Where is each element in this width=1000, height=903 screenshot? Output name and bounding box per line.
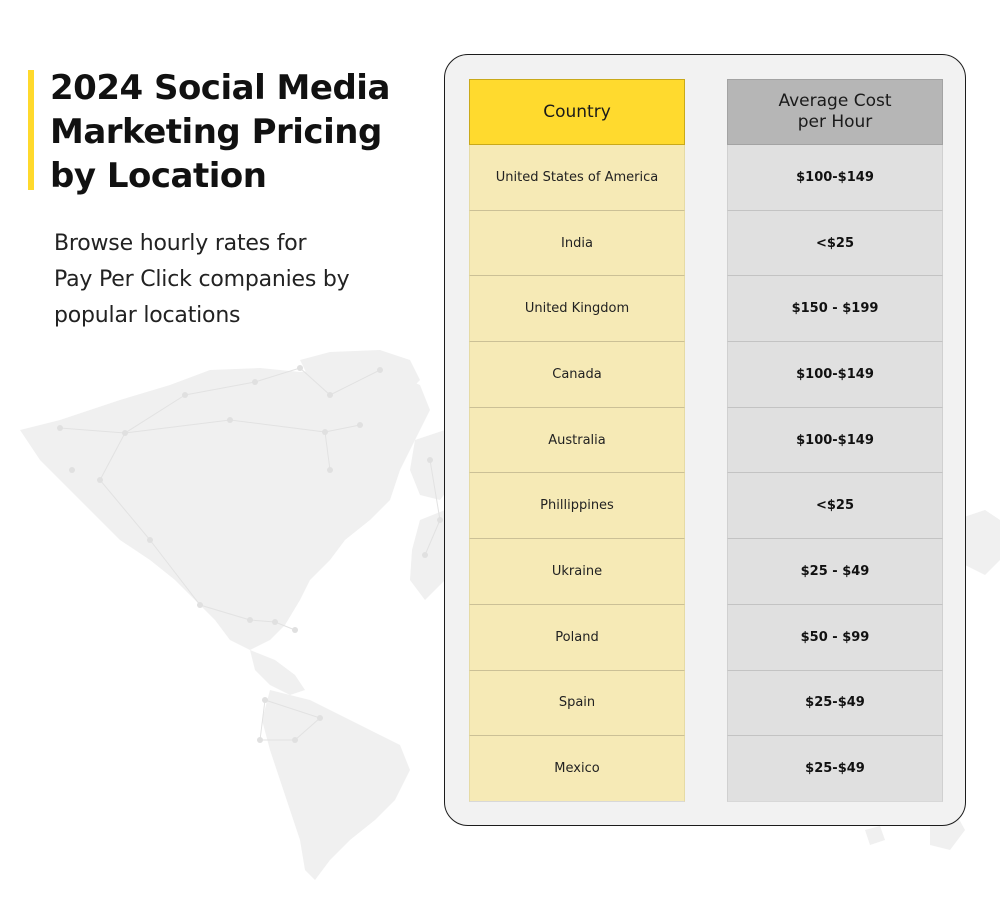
country-cell: Poland [469, 604, 685, 671]
subtitle-line: Browse hourly rates for [54, 231, 307, 256]
cost-cell: $50 - $99 [727, 604, 943, 671]
cost-cell: $100-$149 [727, 342, 943, 408]
page-title: 2024 Social Media Marketing Pricing by L… [50, 68, 390, 196]
title-accent-bar [28, 70, 34, 190]
subtitle-line: Pay Per Click companies by [54, 267, 350, 292]
country-cell: United States of America [469, 145, 685, 211]
cost-cell: $150 - $199 [727, 276, 943, 343]
country-cell: Australia [469, 407, 685, 474]
country-cell: Canada [469, 342, 685, 408]
pricing-table-panel: Country United States of America India U… [444, 54, 966, 826]
cost-cell: $25-$49 [727, 670, 943, 737]
country-header: Country [469, 79, 685, 145]
cost-cell: <$25 [727, 210, 943, 277]
country-column: Country United States of America India U… [469, 79, 685, 802]
country-cell: Phillippines [469, 473, 685, 540]
page-subtitle: Browse hourly rates for Pay Per Click co… [54, 226, 424, 334]
country-cell: Ukraine [469, 539, 685, 605]
country-cell: United Kingdom [469, 276, 685, 343]
subtitle-line: popular locations [54, 303, 241, 328]
cost-cell: <$25 [727, 473, 943, 540]
cost-cell: $25 - $49 [727, 539, 943, 605]
country-cell: Mexico [469, 736, 685, 802]
country-cell: Spain [469, 670, 685, 737]
cost-cell: $100-$149 [727, 407, 943, 474]
cost-cell: $100-$149 [727, 145, 943, 211]
cost-column: Average Cost per Hour $100-$149 <$25 $15… [727, 79, 943, 802]
country-cell: India [469, 210, 685, 277]
cost-cell: $25-$49 [727, 736, 943, 802]
cost-header: Average Cost per Hour [727, 79, 943, 145]
